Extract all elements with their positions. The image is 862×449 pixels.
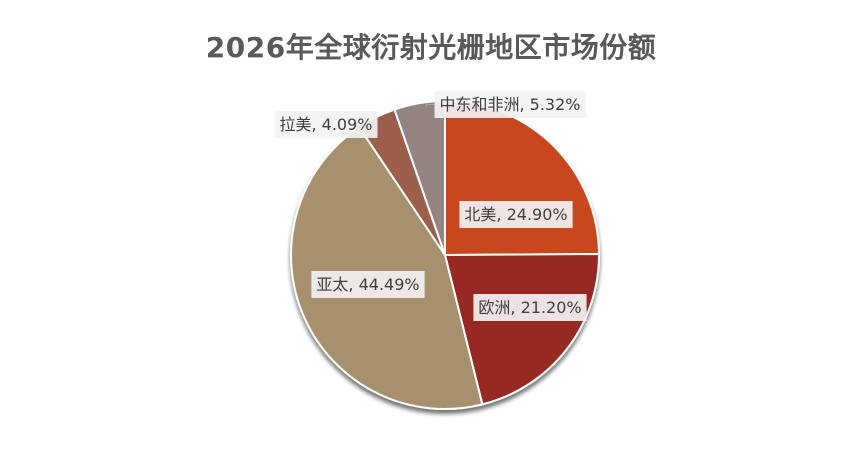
data-label-5: 中东和非洲, 5.32% [434, 91, 586, 118]
data-label-box-4 [274, 111, 378, 138]
data-label-box-1 [459, 201, 573, 228]
data-label-text-5: 中东和非洲, 5.32% [439, 95, 580, 114]
leader-lines [425, 104, 435, 108]
data-label-text-3: 亚太, 44.49% [316, 275, 419, 294]
pie-slice-2 [443, 253, 600, 406]
data-label-3: 亚太, 44.49% [311, 271, 425, 298]
pie-slice-1 [444, 99, 601, 257]
chart-title: 2026年全球衍射光栅地区市场份额 [205, 31, 657, 64]
data-label-text-4: 拉美, 4.09% [279, 115, 372, 134]
data-label-text-2: 欧洲, 21.20% [478, 298, 581, 317]
leader-line [425, 104, 435, 108]
data-label-box-2 [473, 294, 587, 321]
data-label-box-5 [434, 91, 586, 118]
data-labels: 北美, 24.90% 欧洲, 21.20% 亚太, 44.49% 拉美, 4.09% 中… [274, 91, 587, 321]
data-label-2: 欧洲, 21.20% [473, 294, 587, 321]
pie-slices [290, 99, 601, 410]
data-label-text-1: 北美, 24.90% [464, 205, 567, 224]
pie-slice-3 [290, 125, 484, 410]
data-label-1: 北美, 24.90% [459, 201, 573, 228]
data-label-box-3 [311, 271, 425, 298]
data-label-4: 拉美, 4.09% [274, 111, 378, 138]
